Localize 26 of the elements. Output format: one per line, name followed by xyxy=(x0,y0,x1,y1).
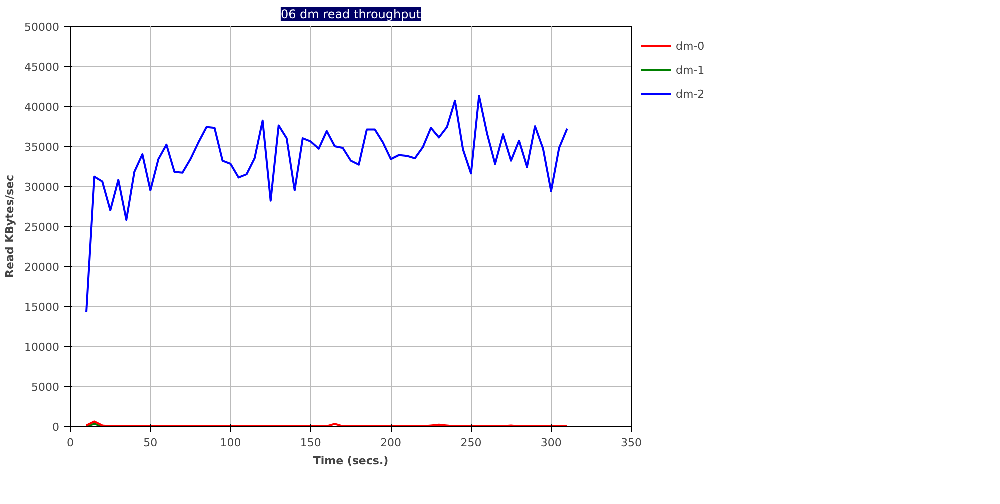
legend-label: dm-1 xyxy=(676,64,705,76)
y-tick-label: 35000 xyxy=(24,141,60,154)
y-tick-label: 30000 xyxy=(24,181,60,194)
legend-label: dm-0 xyxy=(676,40,705,52)
legend-label: dm-2 xyxy=(676,88,705,100)
y-tick-label: 10000 xyxy=(24,341,60,354)
y-tick-label: 45000 xyxy=(24,61,60,74)
y-axis-title: Read KBytes/sec xyxy=(4,175,17,278)
y-tick-label: 50000 xyxy=(24,21,60,34)
line-series xyxy=(86,95,568,314)
x-tick-label: 200 xyxy=(380,436,402,450)
x-tick-label: 350 xyxy=(621,436,642,450)
x-tick-label: 100 xyxy=(220,436,242,450)
chart-title: 06 dm read throughput xyxy=(280,8,422,22)
x-tick-label: 300 xyxy=(540,436,562,450)
y-tick-label: 40000 xyxy=(24,101,60,114)
y-tick-label: 5000 xyxy=(32,381,60,394)
x-tick-label: 250 xyxy=(460,436,482,450)
y-tick-label: 0 xyxy=(52,421,60,434)
x-tick-label: 150 xyxy=(300,436,322,450)
y-tick-label: 25000 xyxy=(24,221,60,234)
y-tick-label: 20000 xyxy=(24,261,60,274)
x-tick-label: 0 xyxy=(67,436,74,450)
y-tick-label: 15000 xyxy=(24,301,60,314)
x-tick-label: 50 xyxy=(144,436,158,450)
x-axis-title: Time (secs.) xyxy=(313,454,389,468)
